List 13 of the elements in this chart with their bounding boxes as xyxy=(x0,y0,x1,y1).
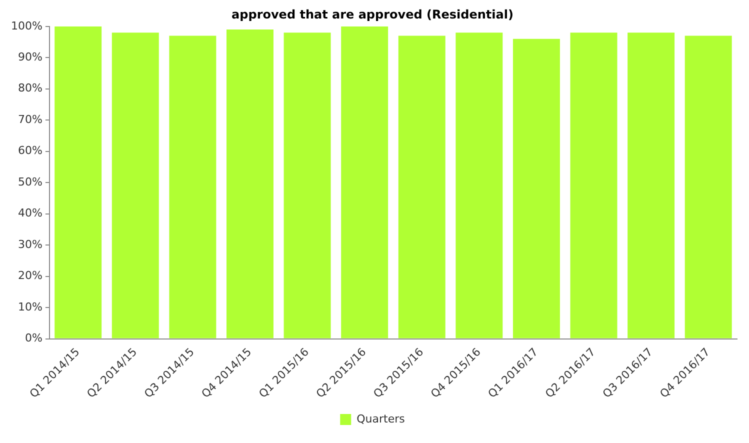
chart-title: approved that are approved (Residential) xyxy=(232,7,514,22)
y-tick-label: 60% xyxy=(18,144,42,158)
y-tick-label: 70% xyxy=(18,112,42,126)
y-tick-label: 90% xyxy=(18,50,42,64)
y-tick-label: 100% xyxy=(10,19,42,32)
y-tick-label: 50% xyxy=(18,175,42,188)
y-tick-label: 0% xyxy=(24,332,42,345)
y-tick-label: 30% xyxy=(18,238,42,251)
y-tick-label: 20% xyxy=(18,269,42,282)
y-tick-label: 10% xyxy=(18,300,42,314)
y-tick-label: 40% xyxy=(18,206,42,220)
y-tick-label: 80% xyxy=(18,82,42,95)
legend-label: Quarters xyxy=(356,412,406,426)
